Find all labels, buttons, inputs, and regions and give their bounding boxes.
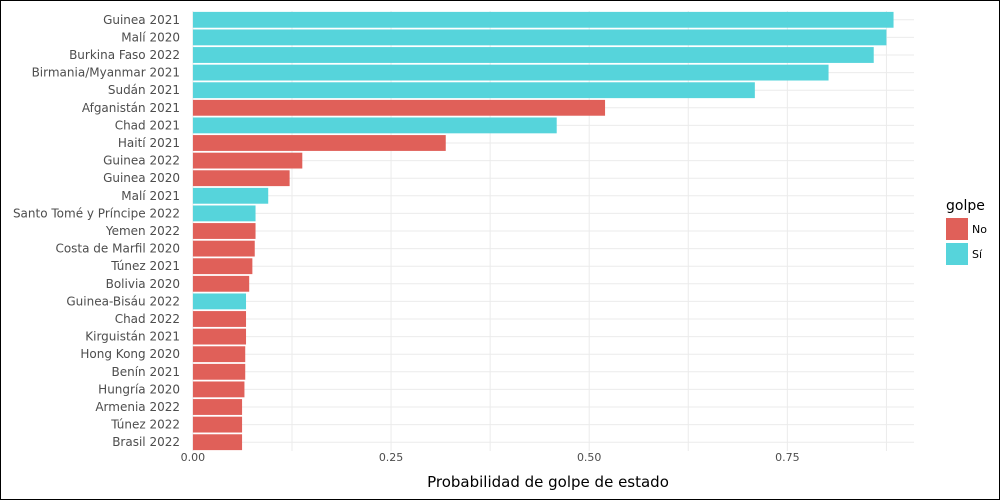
- bar: [192, 47, 874, 63]
- y-axis-label: Hong Kong 2020: [80, 347, 180, 361]
- bar: [192, 29, 887, 46]
- bar: [192, 82, 755, 99]
- y-axis-label: Guinea 2021: [103, 13, 180, 27]
- bar: [192, 328, 247, 345]
- y-axis-label: Guinea 2020: [103, 171, 180, 185]
- bar: [192, 152, 303, 169]
- y-axis-label: Benín 2021: [111, 365, 180, 379]
- bar: [192, 240, 255, 257]
- bar: [192, 117, 557, 134]
- bar: [192, 399, 243, 415]
- bars: [192, 11, 894, 451]
- bar: [192, 363, 246, 380]
- y-axis-label: Armenia 2022: [95, 400, 180, 414]
- x-tick-label: 0.75: [775, 451, 800, 464]
- y-axis-label: Túnez 2021: [110, 259, 180, 273]
- y-axis-label: Chad 2021: [115, 118, 180, 132]
- y-axis-label: Guinea-Bisáu 2022: [66, 294, 180, 308]
- y-axis-label: Chad 2022: [115, 312, 180, 326]
- y-axis-label: Malí 2020: [121, 30, 180, 44]
- y-axis-label: Haití 2021: [118, 136, 180, 150]
- bar: [192, 275, 250, 292]
- bar: [192, 311, 247, 327]
- y-axis-label: Yemen 2022: [105, 224, 180, 238]
- bar: [192, 346, 246, 363]
- bar: [192, 223, 256, 239]
- x-tick-label: 0.25: [379, 451, 404, 464]
- y-axis-label: Guinea 2022: [103, 154, 180, 168]
- bar: [192, 187, 269, 204]
- x-axis-ticks: 0.00 0.25 0.50 0.75: [181, 451, 800, 464]
- bar: [192, 416, 243, 433]
- y-axis-label: Birmania/Myanmar 2021: [32, 66, 180, 80]
- bar: [192, 381, 245, 398]
- legend-swatch: [946, 218, 968, 240]
- y-axis-label: Hungría 2020: [98, 382, 180, 396]
- legend: golpe No Sí: [946, 198, 987, 265]
- legend-title: golpe: [946, 198, 985, 214]
- y-axis-label: Santo Tomé y Príncipe 2022: [13, 206, 180, 220]
- bar: [192, 11, 894, 28]
- y-axis-label: Brasil 2022: [112, 435, 180, 449]
- y-axis-label: Costa de Marfil 2020: [55, 242, 180, 256]
- y-axis-labels: Guinea 2021 Malí 2020 Burkina Faso 2022 Bir…: [13, 13, 180, 449]
- y-axis-label: Kirguistán 2021: [85, 330, 180, 344]
- legend-label: Sí: [972, 248, 983, 261]
- y-axis-label: Sudán 2021: [108, 83, 180, 97]
- x-tick-label: 0.00: [181, 451, 206, 464]
- bar: [192, 64, 829, 81]
- y-axis-label: Malí 2021: [121, 189, 180, 203]
- y-axis-label: Burkina Faso 2022: [69, 48, 180, 62]
- x-axis-title: Probabilidad de golpe de estado: [427, 473, 669, 491]
- legend-swatch: [946, 243, 968, 265]
- bar: [192, 258, 253, 275]
- y-axis-label: Afganistán 2021: [82, 101, 180, 115]
- legend-label: No: [972, 223, 987, 236]
- bar: [192, 170, 290, 187]
- bar: [192, 293, 247, 310]
- bar: [192, 205, 256, 222]
- x-tick-label: 0.50: [577, 451, 602, 464]
- y-axis-label: Bolivia 2020: [106, 277, 180, 291]
- bar: [192, 99, 606, 116]
- bar: [192, 135, 446, 151]
- y-axis-label: Túnez 2022: [110, 418, 180, 432]
- bar: [192, 434, 243, 451]
